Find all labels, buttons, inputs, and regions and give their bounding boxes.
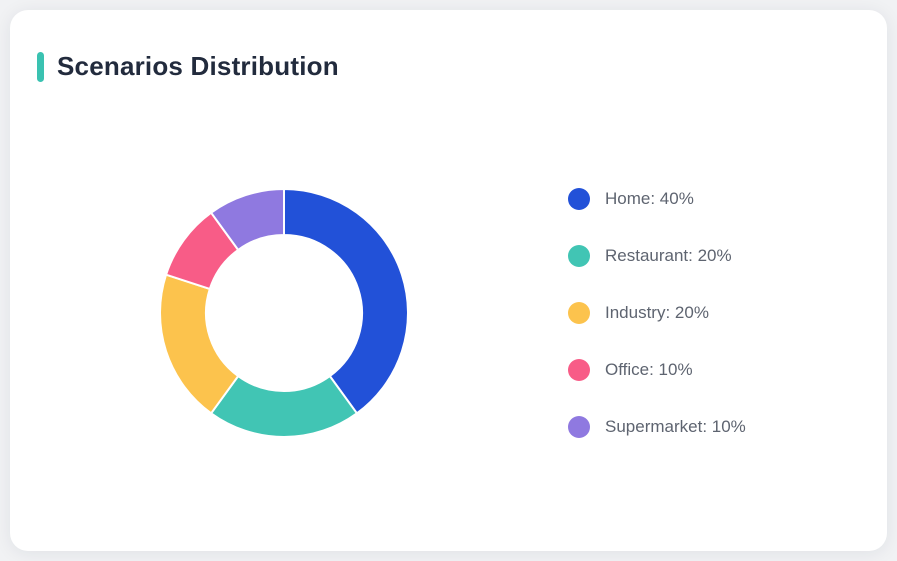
- legend-item-supermarket[interactable]: Supermarket: 10%: [568, 416, 746, 438]
- chart-legend: Home: 40% Restaurant: 20% Industry: 20% Off…: [568, 188, 746, 473]
- legend-label: Home: 40%: [605, 189, 694, 208]
- legend-dot-industry: [568, 302, 590, 324]
- donut-slice-restaurant[interactable]: [210, 375, 358, 438]
- legend-dot-supermarket: [568, 416, 590, 438]
- legend-item-home[interactable]: Home: 40%: [568, 188, 746, 210]
- legend-item-office[interactable]: Office: 10%: [568, 359, 746, 381]
- page-title: Scenarios Distribution: [57, 51, 339, 81]
- title-accent-bar: [37, 51, 44, 82]
- donut-chart: [159, 188, 409, 438]
- legend-item-restaurant[interactable]: Restaurant: 20%: [568, 245, 746, 267]
- legend-dot-home: [568, 188, 590, 210]
- donut-slice-industry[interactable]: [159, 273, 240, 415]
- legend-label: Office: 10%: [605, 360, 693, 379]
- donut-slice-home[interactable]: [283, 188, 409, 415]
- card-header: Scenarios Distribution: [37, 51, 339, 82]
- legend-dot-office: [568, 359, 590, 381]
- legend-item-industry[interactable]: Industry: 20%: [568, 302, 746, 324]
- scenarios-distribution-card: Scenarios Distribution Home: 40% Restaura…: [10, 10, 887, 551]
- legend-label: Industry: 20%: [605, 303, 709, 322]
- donut-slice-supermarket[interactable]: [210, 188, 285, 251]
- legend-dot-restaurant: [568, 245, 590, 267]
- legend-label: Restaurant: 20%: [605, 246, 732, 265]
- legend-label: Supermarket: 10%: [605, 417, 746, 436]
